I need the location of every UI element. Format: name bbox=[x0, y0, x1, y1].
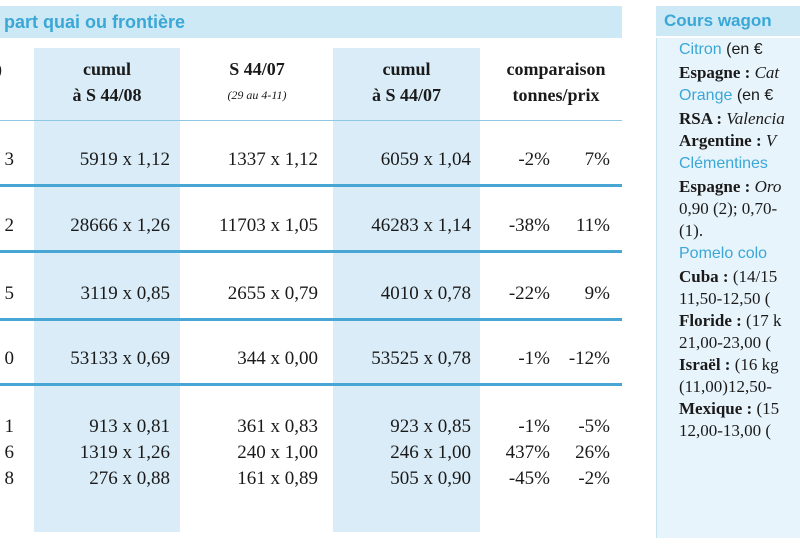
price-line: (1). bbox=[679, 221, 704, 240]
column-shading-cumul-44-08 bbox=[34, 48, 180, 532]
cell-s44-07: 361 x 0,83 bbox=[237, 416, 318, 437]
cut-cell: 5 bbox=[4, 283, 15, 304]
cell-prix: 9% bbox=[584, 283, 610, 304]
column-gutter bbox=[630, 0, 654, 550]
cut-cell: 2 bbox=[4, 215, 15, 236]
price-line: Floride : (17 k bbox=[679, 311, 782, 330]
cell-tonnes: -2% bbox=[518, 149, 550, 170]
cell-tonnes: -1% bbox=[518, 348, 550, 369]
cell-s44-07: 344 x 0,00 bbox=[237, 348, 318, 369]
cell-cumul-44-07: 4010 x 0,78 bbox=[380, 283, 471, 304]
price-line: Argentine : V bbox=[679, 131, 777, 150]
header-comparaison: comparaison tonnes/prix bbox=[506, 59, 606, 105]
cut-cell: 0 bbox=[4, 348, 15, 369]
price-line: (11,00)12,50- bbox=[679, 377, 772, 396]
cell-cumul-44-07: 46283 x 1,14 bbox=[371, 215, 471, 236]
cut-cell: 8 bbox=[4, 468, 15, 489]
price-line: RSA : Valencia bbox=[679, 109, 785, 128]
cell-cumul-44-08: 913 x 0,81 bbox=[89, 416, 170, 437]
rule-1 bbox=[0, 184, 622, 187]
cell-s44-07: 1337 x 1,12 bbox=[227, 149, 318, 170]
cell-cumul-44-07: 6059 x 1,04 bbox=[380, 149, 471, 170]
cell-tonnes: -1% bbox=[518, 416, 550, 437]
cell-prix: 26% bbox=[575, 442, 610, 463]
cut-cell: 6 bbox=[4, 442, 15, 463]
price-line: 0,90 (2); 0,70- bbox=[679, 199, 778, 218]
cell-cumul-44-08: 28666 x 1,26 bbox=[70, 215, 170, 236]
rule-3 bbox=[0, 318, 622, 321]
cell-cumul-44-08: 1319 x 1,26 bbox=[79, 442, 170, 463]
rule-2 bbox=[0, 250, 622, 253]
header-cumul-44-07: cumul à S 44/07 bbox=[371, 59, 441, 105]
price-line: Israël : (16 kg bbox=[679, 355, 779, 374]
category-citron: Citron (en € bbox=[679, 41, 763, 58]
cell-prix: 11% bbox=[575, 215, 610, 236]
cell-cumul-44-07: 923 x 0,85 bbox=[390, 416, 471, 437]
cell-prix: -2% bbox=[578, 468, 610, 489]
cell-cumul-44-07: 505 x 0,90 bbox=[390, 468, 471, 489]
cours-wagon-panel: Citron (en € Espagne : Cat Orange (en € … bbox=[656, 38, 800, 538]
category-clementines: Clémentines bbox=[679, 155, 768, 172]
cut-cell: 3 bbox=[4, 149, 15, 170]
cell-prix: -5% bbox=[578, 416, 610, 437]
section-title-banner: part quai ou frontière bbox=[0, 6, 622, 38]
price-line: Mexique : (15 bbox=[679, 399, 780, 418]
rule-header bbox=[0, 120, 622, 121]
cell-tonnes: 437% bbox=[505, 442, 550, 463]
header-s44-07: S 44/07 (29 au 4-11) bbox=[227, 59, 287, 102]
cell-cumul-44-08: 53133 x 0,69 bbox=[70, 348, 170, 369]
cell-cumul-44-07: 53525 x 0,78 bbox=[371, 348, 471, 369]
cut-cell: 1 bbox=[4, 416, 15, 437]
price-line: Espagne : Oro bbox=[679, 177, 782, 196]
cell-s44-07: 11703 x 1,05 bbox=[218, 215, 318, 236]
category-orange: Orange (en € bbox=[679, 87, 774, 104]
cell-s44-07: 2655 x 0,79 bbox=[227, 283, 318, 304]
rule-4 bbox=[0, 383, 622, 386]
header-cumul-44-08: cumul à S 44/08 bbox=[72, 59, 142, 105]
cell-tonnes: -38% bbox=[508, 215, 550, 236]
cell-prix: -12% bbox=[568, 348, 610, 369]
price-line: 21,00-23,00 ( bbox=[679, 333, 772, 352]
sidebar-title-banner: Cours wagon bbox=[656, 6, 800, 36]
column-shading-cumul-44-07 bbox=[333, 48, 480, 532]
cell-s44-07: 161 x 0,89 bbox=[237, 468, 318, 489]
price-line: 11,50-12,50 ( bbox=[679, 289, 771, 308]
cell-s44-07: 240 x 1,00 bbox=[237, 442, 318, 463]
price-line: 12,00-13,00 ( bbox=[679, 421, 772, 440]
category-pomelo: Pomelo colo bbox=[679, 245, 768, 262]
cell-tonnes: -22% bbox=[508, 283, 550, 304]
cell-cumul-44-08: 5919 x 1,12 bbox=[79, 149, 170, 170]
price-line: Cuba : (14/15 bbox=[679, 267, 778, 286]
cell-cumul-44-08: 276 x 0,88 bbox=[89, 468, 170, 489]
header-cut-off: ) bbox=[0, 56, 10, 82]
cell-cumul-44-08: 3119 x 0,85 bbox=[80, 283, 170, 304]
price-line: Espagne : Cat bbox=[679, 63, 780, 82]
cell-tonnes: -45% bbox=[508, 468, 550, 489]
cell-cumul-44-07: 246 x 1,00 bbox=[390, 442, 471, 463]
cell-prix: 7% bbox=[584, 149, 610, 170]
